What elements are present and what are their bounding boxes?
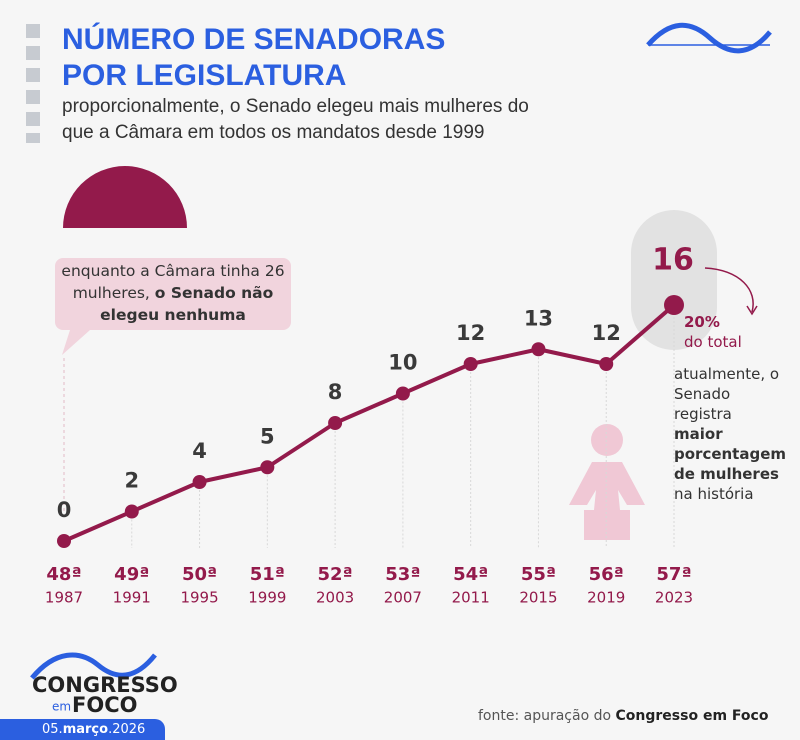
x-tick-sublabel: 2007	[384, 589, 422, 607]
series-line	[63, 303, 676, 543]
value-label: 12	[456, 321, 485, 345]
callout-tail	[62, 330, 90, 355]
note: atualmente, o Senado registra maior porc…	[674, 364, 787, 504]
arrow-head	[746, 305, 758, 316]
logo-text: CONGRESSO	[32, 673, 178, 697]
x-tick-label: 52ª	[318, 564, 353, 585]
point	[599, 357, 614, 371]
date-part: 05.	[42, 722, 63, 737]
x-tick-sublabel: 1987	[45, 589, 83, 607]
date-part: março	[62, 722, 109, 737]
value-label: 2	[124, 469, 139, 493]
value-label: 5	[260, 424, 275, 448]
point	[124, 504, 139, 519]
title-line: POR LEGISLATURA	[62, 59, 347, 92]
x-tick-label: 54ª	[453, 564, 488, 585]
x-tick-label: 50ª	[182, 564, 217, 585]
logo-text: em	[52, 700, 71, 714]
source-bold: Congresso em Foco	[615, 708, 769, 724]
point	[328, 416, 343, 430]
x-tick-label: 49ª	[114, 564, 149, 585]
subtitle: proporcionalmente, o Senado elegeu mais …	[62, 94, 529, 146]
point	[192, 475, 207, 489]
title-line: NÚMERO DE SENADORAS	[62, 23, 446, 56]
percent: 20%	[684, 313, 720, 331]
value-label: 8	[328, 380, 343, 404]
point	[664, 295, 684, 315]
x-tick-label: 55ª	[521, 564, 556, 585]
subtitle-line: que a Câmara em todos os mandatos desde …	[62, 122, 485, 143]
title: NÚMERO DE SENADORAS POR LEGISLATURA	[62, 22, 445, 94]
source-text: fonte: apuração do	[478, 708, 616, 724]
x-tick-sublabel: 2019	[587, 589, 625, 607]
source: fonte: apuração do Congresso em Foco	[478, 708, 768, 724]
x-tick-label: 57ª	[656, 564, 691, 585]
x-tick-label: 51ª	[250, 564, 285, 585]
x-tick-label: 53ª	[385, 564, 420, 585]
value-label: 10	[388, 351, 417, 375]
point	[57, 534, 71, 548]
value-label: 12	[592, 321, 621, 345]
highlight-note: 20% do total atualmente, o Senado regist…	[674, 312, 800, 504]
x-tick-sublabel: 2023	[655, 589, 693, 607]
point	[531, 342, 546, 357]
callout: enquanto a Câmara tinha 26 mulheres, o S…	[55, 258, 291, 330]
x-tick-sublabel: 1991	[113, 589, 151, 607]
value-label: 4	[192, 439, 207, 463]
logo-wave	[30, 652, 157, 680]
x-tick-label: 56ª	[589, 564, 624, 585]
decor-semicircle	[63, 166, 187, 228]
point	[463, 357, 478, 371]
date-part: .2026	[108, 722, 146, 737]
woman-icon	[569, 424, 645, 540]
x-tick-label: 48ª	[46, 564, 81, 585]
callout-bold: o Senado não elegeu nenhuma	[100, 284, 274, 324]
note-bold: maior porcentagem de mulheres	[674, 425, 787, 483]
of-total: do total	[684, 333, 742, 351]
x-tick-sublabel: 2003	[316, 589, 354, 607]
x-tick-sublabel: 2011	[452, 589, 490, 607]
note-text: atualmente, o Senado registra	[674, 365, 780, 423]
date: 05.março.2026	[0, 719, 165, 740]
value-label: 13	[524, 306, 553, 330]
value-label: 16	[652, 243, 694, 278]
point	[395, 386, 410, 401]
callout-text: enquanto a Câmara tinha 26 mulheres,	[61, 262, 285, 302]
note-end: na história	[674, 485, 754, 503]
decor-squares	[26, 24, 40, 143]
logo-wave	[646, 22, 772, 54]
value-label: 0	[57, 498, 72, 522]
x-tick-sublabel: 2015	[519, 589, 557, 607]
subtitle-line: proporcionalmente, o Senado elegeu mais …	[62, 96, 529, 117]
arrow	[704, 267, 754, 313]
highlight-pill	[631, 210, 717, 350]
x-tick-sublabel: 1995	[180, 589, 218, 607]
point	[260, 460, 275, 475]
logo-text: FOCO	[72, 693, 137, 717]
x-tick-sublabel: 1999	[248, 589, 286, 607]
